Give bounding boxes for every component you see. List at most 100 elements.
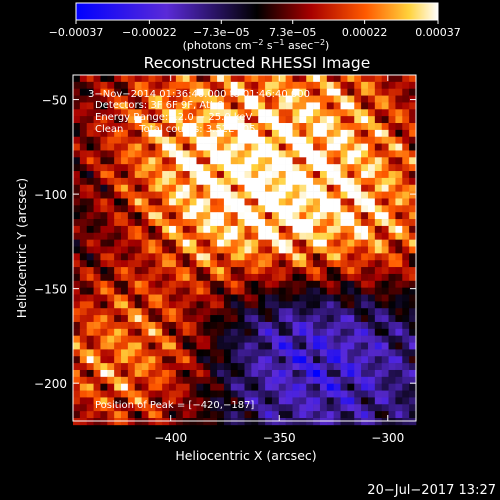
heatmap-cell <box>258 349 266 357</box>
heatmap-image <box>73 75 417 426</box>
heatmap-cell <box>86 184 94 192</box>
heatmap-cell <box>265 342 273 350</box>
heatmap-cell <box>169 191 177 199</box>
heatmap-cell <box>271 164 280 172</box>
heatmap-cell <box>203 280 211 288</box>
heatmap-cell <box>107 75 115 83</box>
heatmap-cell <box>93 342 101 350</box>
heatmap-cell <box>381 260 389 268</box>
heatmap-cell <box>306 219 314 227</box>
heatmap-cell <box>388 349 396 357</box>
heatmap-cell <box>182 191 190 199</box>
heatmap-cell <box>107 335 115 343</box>
heatmap-cell <box>354 280 362 288</box>
heatmap-cell <box>73 232 81 240</box>
heatmap-cell <box>319 335 328 343</box>
heatmap-cell <box>244 287 252 295</box>
heatmap-cell <box>285 191 293 199</box>
heatmap-cell <box>175 294 184 302</box>
heatmap-cell <box>388 321 396 330</box>
heatmap-cell <box>93 267 101 275</box>
heatmap-cell <box>319 383 328 391</box>
heatmap-cell <box>409 404 417 412</box>
heatmap-cell <box>402 390 410 398</box>
heatmap-cell <box>292 143 300 151</box>
heatmap-cell <box>203 239 211 247</box>
heatmap-cell <box>148 404 156 412</box>
heatmap-cell <box>313 102 321 110</box>
heatmap-cell <box>381 342 389 350</box>
heatmap-cell <box>265 143 273 151</box>
heatmap-cell <box>169 157 177 165</box>
heatmap-cell <box>86 335 94 343</box>
heatmap-cell <box>230 397 238 405</box>
heatmap-cell <box>86 342 94 350</box>
heatmap-cell <box>388 342 396 350</box>
heatmap-cell <box>374 157 382 165</box>
heatmap-cell <box>141 411 149 419</box>
heatmap-cell <box>93 150 101 158</box>
heatmap-cell <box>182 390 190 398</box>
heatmap-cell <box>237 356 245 364</box>
heatmap-cell <box>292 219 300 227</box>
heatmap-cell <box>388 157 396 165</box>
heatmap-cell <box>79 267 88 275</box>
heatmap-cell <box>367 335 376 343</box>
heatmap-cell <box>347 404 355 412</box>
heatmap-cell <box>155 212 163 220</box>
heatmap-cell <box>107 356 115 364</box>
heatmap-cell <box>127 184 136 192</box>
heatmap-cell <box>121 143 129 151</box>
heatmap-cell <box>148 109 156 117</box>
heatmap-cell <box>203 88 211 96</box>
heatmap-cell <box>251 301 259 309</box>
heatmap-cell <box>361 411 369 419</box>
heatmap-cell <box>237 321 245 330</box>
heatmap-cell <box>361 369 369 378</box>
heatmap-cell <box>100 356 108 364</box>
heatmap-cell <box>244 136 252 144</box>
heatmap-cell <box>175 383 184 391</box>
heatmap-cell <box>79 191 88 199</box>
heatmap-cell <box>347 136 355 144</box>
heatmap-cell <box>141 301 149 309</box>
heatmap-cell <box>196 143 204 151</box>
heatmap-cell <box>395 369 403 378</box>
heatmap-cell <box>258 171 266 179</box>
heatmap-cell <box>278 198 286 206</box>
heatmap-cell <box>278 184 286 192</box>
heatmap-cell <box>347 184 355 192</box>
heatmap-cell <box>395 129 403 138</box>
heatmap-cell <box>319 376 328 384</box>
heatmap-cell <box>244 356 252 364</box>
heatmap-cell <box>223 294 232 302</box>
heatmap-cell <box>134 219 142 227</box>
heatmap-cell <box>251 411 259 419</box>
heatmap-cell <box>189 171 197 179</box>
heatmap-cell <box>326 225 334 234</box>
heatmap-cell <box>155 280 163 288</box>
heatmap-cell <box>388 390 396 398</box>
heatmap-cell <box>313 116 321 124</box>
heatmap-cell <box>319 287 328 295</box>
heatmap-cell <box>292 164 300 172</box>
heatmap-cell <box>196 397 204 405</box>
heatmap-cell <box>395 294 403 302</box>
heatmap-cell <box>333 342 341 350</box>
heatmap-cell <box>203 177 211 186</box>
heatmap-cell <box>340 267 348 275</box>
heatmap-cell <box>333 239 341 247</box>
heatmap-cell <box>162 383 170 391</box>
heatmap-cell <box>258 383 266 391</box>
heatmap-cell <box>79 75 88 83</box>
heatmap-cell <box>79 225 88 234</box>
heatmap-cell <box>237 294 245 302</box>
heatmap-cell <box>258 411 266 419</box>
heatmap-cell <box>395 157 403 165</box>
heatmap-cell <box>127 328 136 336</box>
heatmap-cell <box>189 164 197 172</box>
heatmap-cell <box>100 177 108 186</box>
heatmap-cell <box>326 260 334 268</box>
heatmap-cell <box>367 328 376 336</box>
heatmap-cell <box>285 321 293 330</box>
